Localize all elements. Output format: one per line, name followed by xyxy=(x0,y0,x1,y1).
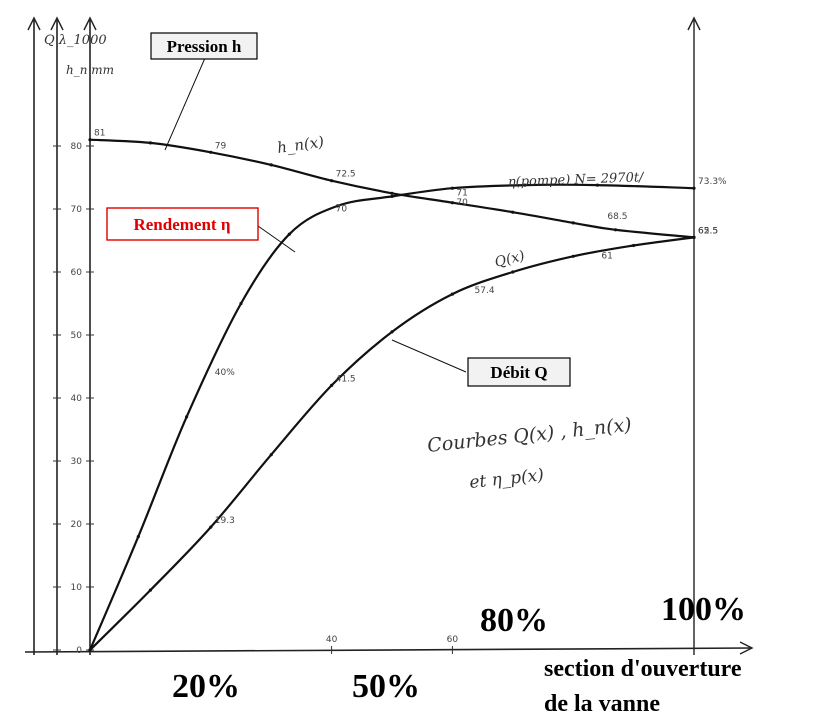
series-2-point-6 xyxy=(450,292,454,296)
x-tick-labels: 40 60 xyxy=(326,635,459,654)
series-0-point-5 xyxy=(390,191,394,195)
rendement-label: Rendement η xyxy=(133,215,230,234)
x-pct-80: 80% xyxy=(480,602,548,639)
point-label-14: 62.5 xyxy=(698,226,718,236)
series-line-1 xyxy=(88,183,695,651)
series-1-point-8 xyxy=(523,183,527,187)
x-tick-label-1: 60 xyxy=(447,635,459,645)
axis-top-label: Q λ_1000 xyxy=(44,33,107,48)
series-2-point-3 xyxy=(269,453,273,457)
y-axis-h-arrow-icon xyxy=(83,16,97,31)
y-axis-arrow-icon xyxy=(27,16,41,31)
y-tick-label-8: 80 xyxy=(71,142,83,152)
x-pct-20: 20% xyxy=(172,668,240,705)
series-2-point-0 xyxy=(88,648,92,652)
x-axis-caption-line2: de la vanne xyxy=(544,691,660,717)
series-1-point-4 xyxy=(287,232,291,236)
series-2-point-10 xyxy=(692,235,696,239)
point-label-8: 70 xyxy=(336,204,348,214)
y-tick-label-6: 60 xyxy=(71,268,83,278)
chart-title-line2: et η_p(x) xyxy=(468,465,544,493)
x-pct-50: 50% xyxy=(352,668,420,705)
y-tick-label-1: 10 xyxy=(71,583,83,593)
point-label-2: 72.5 xyxy=(336,170,356,180)
rendement-leader xyxy=(257,225,296,253)
y-axis-q-arrow-icon xyxy=(50,16,64,31)
y-tick-labels: 0 10 20 30 40 50 60 70 80 xyxy=(53,142,94,656)
x-tick-label-0: 40 xyxy=(326,635,338,645)
point-label-6: 65.5 xyxy=(698,226,718,236)
series-2-point-7 xyxy=(511,270,515,274)
axis-unit-label: h_n mm xyxy=(66,63,114,77)
y-tick-label-5: 50 xyxy=(71,331,83,341)
x-pct-100: 100% xyxy=(661,591,746,628)
point-label-9: 40% xyxy=(215,368,235,378)
series-2-point-5 xyxy=(390,330,394,334)
eta-curve-label: η(pompe) N= 2970t/ xyxy=(508,170,646,190)
point-label-4: 70 xyxy=(456,198,468,208)
pression-leader xyxy=(164,57,206,151)
chart-title-line1: Courbes Q(x) , h_n(x) xyxy=(426,414,632,457)
point-label-0: 81 xyxy=(94,129,105,139)
series-1-point-9 xyxy=(595,183,600,187)
point-label-1: 79 xyxy=(215,141,227,151)
x-axis xyxy=(24,647,753,653)
series-0-point-2 xyxy=(209,150,213,154)
y-axis-right-arrow-icon xyxy=(687,16,701,31)
series-2-point-2 xyxy=(209,525,213,529)
y-tick-label-0: 0 xyxy=(76,646,82,656)
series-0-point-6 xyxy=(450,201,454,205)
y-tick-label-2: 20 xyxy=(71,520,83,530)
series-line-2 xyxy=(89,236,695,651)
series-2-point-9 xyxy=(632,243,636,248)
point-labels: 817972.5717068.565.573.3%7040%41.519.357… xyxy=(94,129,727,526)
point-label-3: 71 xyxy=(456,189,467,199)
point-label-12: 57.4 xyxy=(475,286,495,296)
series-1-point-10 xyxy=(692,186,696,190)
series-1-point-2 xyxy=(185,415,189,419)
series-2-point-1 xyxy=(148,588,152,592)
point-label-10: 41.5 xyxy=(336,374,356,384)
x-axis-caption-line1: section d'ouverture xyxy=(544,656,742,682)
point-label-5: 68.5 xyxy=(607,212,627,222)
series-0-point-7 xyxy=(511,210,515,214)
debit-label: Débit Q xyxy=(490,363,547,382)
debit-callout: Débit Q xyxy=(467,357,571,387)
series-1-point-6 xyxy=(390,194,394,198)
series-0-point-3 xyxy=(269,163,273,167)
debit-leader xyxy=(391,339,467,373)
series-2-point-4 xyxy=(330,383,334,387)
pression-callout: Pression h xyxy=(150,32,258,60)
series-1-point-5 xyxy=(336,204,340,208)
axes xyxy=(24,16,754,655)
pression-label: Pression h xyxy=(167,37,242,56)
h-curve-label: h_n(x) xyxy=(276,133,325,157)
point-label-13: 61 xyxy=(601,252,612,262)
y-tick-label-4: 40 xyxy=(71,394,83,404)
curves xyxy=(88,138,696,652)
y-tick-label-3: 30 xyxy=(71,457,83,467)
series-0-point-8 xyxy=(571,221,575,225)
series-1-point-7 xyxy=(450,186,454,190)
q-curve-label: Q(x) xyxy=(493,248,526,271)
point-label-7: 73.3% xyxy=(698,177,727,187)
series-0-point-0 xyxy=(88,138,92,142)
rendement-callout: Rendement η xyxy=(106,207,259,241)
series-1-point-3 xyxy=(239,301,243,306)
series-1-point-1 xyxy=(136,535,140,539)
x-axis-arrow-icon xyxy=(739,641,754,655)
series-0-point-9 xyxy=(613,228,618,232)
series-2-point-8 xyxy=(571,254,575,258)
series-0-point-4 xyxy=(330,179,334,183)
series-0-point-1 xyxy=(148,141,152,145)
y-tick-label-7: 70 xyxy=(71,205,83,215)
point-label-11: 19.3 xyxy=(215,516,235,526)
